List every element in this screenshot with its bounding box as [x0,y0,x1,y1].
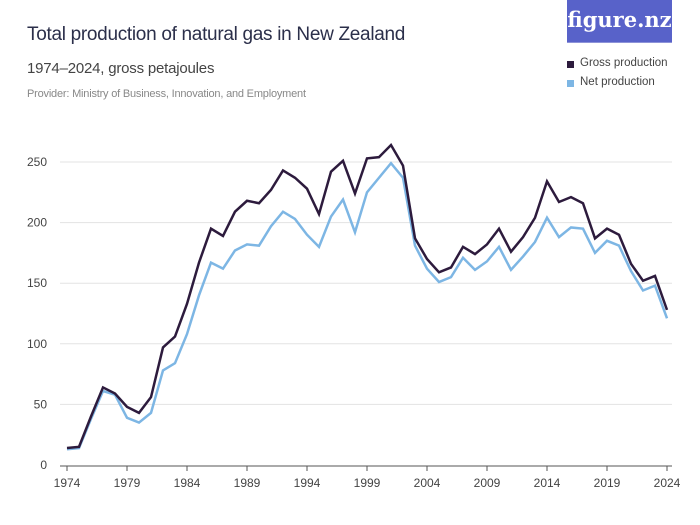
x-tick-label: 1999 [354,476,381,490]
x-tick-label: 2004 [414,476,441,490]
x-tick-label: 1974 [54,476,81,490]
y-tick-label: 150 [27,276,47,290]
legend: Gross production Net production [567,53,668,91]
x-tick-label: 2009 [474,476,501,490]
figure-nz-logo[interactable]: figure.nz [567,0,672,43]
series-line-net [66,161,669,451]
x-tick-label: 1994 [294,476,321,490]
x-tick-label: 1984 [174,476,201,490]
y-tick-label: 0 [40,458,47,472]
y-tick-label: 100 [27,337,47,351]
y-tick-label: 50 [34,397,48,411]
legend-label-net: Net production [580,75,655,88]
x-tick-label: 1989 [234,476,261,490]
chart-subtitle: 1974–2024, gross petajoules [27,60,215,77]
y-tick-label: 200 [27,216,47,230]
legend-swatch-gross [567,60,574,68]
x-tick-label: 2014 [534,476,561,490]
chart-title: Total production of natural gas in New Z… [27,24,406,45]
x-tick-label: 2019 [594,476,621,490]
legend-item-net: Net production [567,72,668,91]
provider-text: Provider: Ministry of Business, Innovati… [27,88,306,100]
x-tick-label: 1979 [114,476,141,490]
legend-label-gross: Gross production [580,56,668,69]
legend-swatch-net [567,79,574,87]
legend-item-gross: Gross production [567,53,668,72]
x-tick-label: 2024 [654,476,681,490]
y-tick-label: 250 [27,155,47,169]
